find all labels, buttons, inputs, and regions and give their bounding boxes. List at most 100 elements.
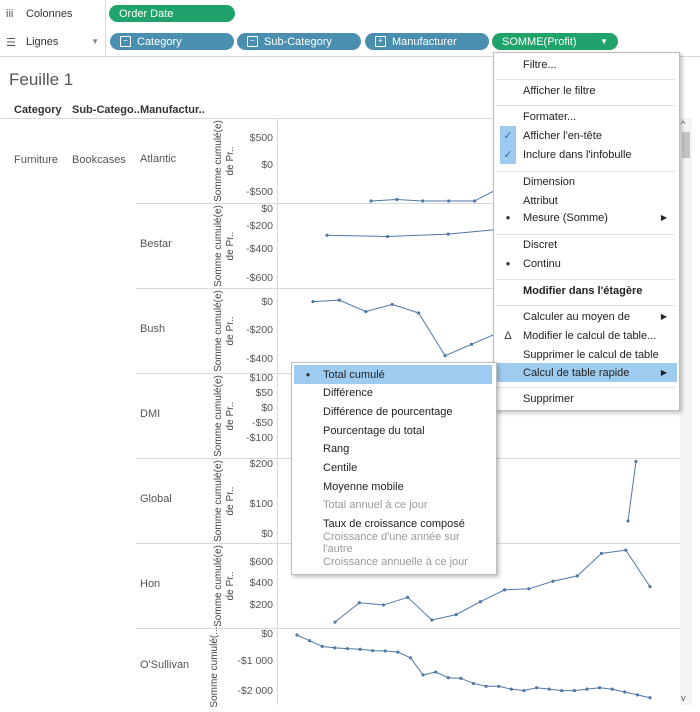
collapse-icon[interactable]: − [247, 36, 258, 47]
data-point[interactable] [626, 519, 630, 523]
order-date-pill[interactable]: Order Date [109, 5, 235, 22]
data-point[interactable] [560, 688, 564, 693]
data-point[interactable] [478, 600, 482, 604]
data-point[interactable] [434, 670, 438, 674]
row-manufacturer-label[interactable]: Bush [140, 322, 166, 335]
data-point[interactable] [325, 233, 329, 237]
somme-profit-pill[interactable]: SOMME(Profit) ▼ [492, 33, 618, 50]
context-menu-item[interactable]: Supprimer le calcul de table [523, 348, 659, 361]
context-menu-item[interactable]: ● Mesure (Somme) ▶ [494, 208, 677, 227]
data-point[interactable] [634, 459, 638, 464]
data-point[interactable] [469, 342, 474, 346]
data-point[interactable] [624, 548, 628, 552]
header-category[interactable]: Category [14, 104, 62, 116]
submenu-item[interactable]: Total annuel à ce jour [323, 499, 428, 512]
scroll-down-icon[interactable]: v [681, 693, 686, 703]
data-point[interactable] [599, 551, 604, 555]
data-point[interactable] [648, 696, 652, 700]
submenu-item[interactable]: Différence de pourcentage [323, 405, 453, 418]
data-point[interactable] [446, 232, 450, 236]
data-point[interactable] [575, 574, 579, 578]
data-point[interactable] [320, 644, 324, 649]
data-point[interactable] [446, 676, 450, 680]
data-point[interactable] [408, 656, 413, 660]
data-point[interactable] [547, 687, 551, 691]
data-point[interactable] [295, 633, 299, 637]
submenu-item[interactable]: ● Total cumulé [294, 365, 492, 384]
data-point[interactable] [430, 618, 434, 622]
row-manufacturer-label[interactable]: Hon [140, 577, 161, 590]
context-menu-item[interactable]: Discret [523, 238, 558, 251]
submenu-item[interactable]: Taux de croissance composé [323, 518, 465, 531]
data-point[interactable] [337, 298, 342, 302]
data-point[interactable] [509, 687, 513, 691]
data-point[interactable] [395, 197, 399, 202]
sub-category-pill[interactable]: − Sub-Category [237, 33, 361, 50]
submenu-item[interactable]: Croissance d'une année sur l'autre [323, 530, 460, 555]
data-point[interactable] [381, 603, 386, 607]
context-menu-item[interactable]: Supprimer [523, 392, 574, 405]
row-manufacturer-label[interactable]: Global [140, 492, 172, 505]
data-point[interactable] [417, 311, 421, 315]
data-point[interactable] [648, 585, 652, 589]
data-point[interactable] [597, 686, 602, 690]
data-point[interactable] [383, 649, 387, 653]
vertical-scrollbar[interactable]: ^ v [680, 118, 692, 705]
context-menu-item[interactable]: ✓ Inclure dans l'infobulle [494, 145, 677, 164]
scrollbar-thumb[interactable] [682, 132, 690, 158]
data-point[interactable] [357, 601, 361, 605]
row-manufacturer-label[interactable]: Bestar [140, 237, 172, 250]
context-menu-item[interactable]: Afficher le filtre [523, 84, 596, 97]
submenu-item[interactable]: Différence [323, 387, 373, 400]
context-menu-item[interactable]: Calculer au moyen de ▶ [523, 310, 667, 323]
context-menu-item[interactable]: Dimension [523, 175, 575, 188]
category-pill[interactable]: − Category [110, 33, 234, 50]
data-point[interactable] [308, 639, 312, 643]
submenu-item[interactable]: Croissance annuelle à ce jour [323, 555, 468, 568]
header-manufacturer[interactable]: Manufactur.. [140, 104, 205, 116]
data-point[interactable] [471, 681, 476, 686]
data-point[interactable] [333, 620, 337, 624]
submenu-item[interactable]: Pourcentage du total [323, 424, 425, 437]
axis-title[interactable]: Somme cumulé(... [209, 625, 220, 708]
data-point[interactable] [572, 688, 576, 693]
data-point[interactable] [386, 234, 390, 239]
data-point[interactable] [345, 647, 350, 651]
columns-shelf[interactable]: iii Colonnes Order Date [0, 0, 700, 29]
data-point[interactable] [534, 686, 539, 690]
data-point[interactable] [406, 595, 410, 600]
context-menu-item[interactable]: ✓ Afficher l'en-tête [494, 126, 677, 145]
context-menu-item[interactable]: Filtre... [523, 58, 557, 71]
data-point[interactable] [358, 647, 362, 651]
data-point[interactable] [371, 649, 375, 653]
header-subcategory[interactable]: Sub-Catego.. [72, 104, 140, 116]
context-menu-item[interactable]: Modifier dans l'étagère [523, 284, 643, 297]
chevron-down-icon[interactable]: ▼ [91, 37, 99, 46]
collapse-icon[interactable]: − [120, 36, 131, 47]
data-point[interactable] [459, 676, 463, 680]
row-subcategory-label[interactable]: Bookcases [72, 154, 126, 166]
context-menu-item[interactable]: Δ Modifier le calcul de table... [494, 326, 677, 345]
row-category-label[interactable]: Furniture [14, 154, 59, 166]
data-point[interactable] [610, 687, 614, 691]
context-menu-item[interactable]: Attribut [523, 194, 558, 207]
data-point[interactable] [635, 693, 639, 697]
data-point[interactable] [333, 646, 337, 650]
axis-title[interactable]: Somme cumulé(e) de Pr.. [213, 374, 236, 457]
data-point[interactable] [484, 684, 488, 688]
data-point[interactable] [503, 588, 507, 592]
data-point[interactable] [551, 579, 555, 583]
caret-down-icon[interactable]: ▼ [600, 37, 608, 46]
submenu-item[interactable]: Moyenne mobile [323, 480, 404, 493]
data-point[interactable] [364, 309, 368, 314]
manufacturer-pill[interactable]: + Manufacturer [365, 33, 489, 50]
row-manufacturer-label[interactable]: Atlantic [140, 152, 177, 165]
row-manufacturer-label[interactable]: O'Sullivan [140, 658, 190, 671]
data-point[interactable] [311, 299, 315, 304]
data-point[interactable] [522, 688, 526, 693]
data-point[interactable] [390, 302, 394, 307]
context-menu-item[interactable]: Calcul de table rapide ▶ [494, 363, 677, 382]
data-point[interactable] [443, 354, 447, 358]
data-point[interactable] [527, 587, 531, 591]
submenu-item[interactable]: Centile [323, 462, 358, 474]
